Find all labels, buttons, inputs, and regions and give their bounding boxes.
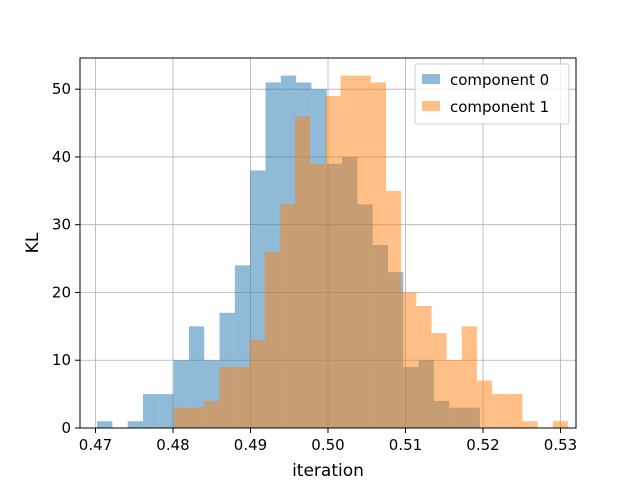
legend: component 0 component 1 bbox=[414, 63, 570, 125]
histogram-bar-component-1 bbox=[401, 292, 417, 428]
histogram-bar-component-1 bbox=[264, 251, 280, 428]
histogram-bar-component-1 bbox=[431, 333, 447, 428]
histogram-bar-component-1 bbox=[446, 360, 462, 428]
histogram-bar-component-1 bbox=[507, 394, 523, 428]
histogram-bar-component-1 bbox=[340, 75, 356, 428]
x-tick-label: 0.51 bbox=[389, 436, 422, 454]
x-axis-label: iteration bbox=[292, 461, 364, 480]
x-axis-ticks: 0.47 0.48 0.49 0.50 0.51 0.52 0.53 bbox=[79, 428, 577, 454]
bars bbox=[97, 75, 568, 429]
histogram-bar-component-1 bbox=[325, 95, 341, 428]
y-axis-label: KL bbox=[23, 232, 43, 253]
x-tick-label: 0.48 bbox=[156, 436, 189, 454]
legend-swatch-component-1 bbox=[422, 101, 440, 111]
legend-label-component-0: component 0 bbox=[450, 71, 549, 89]
x-tick-label: 0.49 bbox=[234, 436, 267, 454]
histogram-bar-component-1 bbox=[386, 190, 402, 428]
legend-box bbox=[414, 63, 570, 125]
histogram-bar-component-1 bbox=[234, 367, 250, 428]
y-axis-ticks: 0 10 20 30 40 50 bbox=[52, 80, 80, 437]
histogram-bar-component-1 bbox=[188, 407, 205, 428]
x-tick-label: 0.47 bbox=[79, 436, 112, 454]
histogram-bar-component-1 bbox=[173, 407, 189, 428]
histogram-bar-component-0 bbox=[158, 394, 174, 428]
x-tick-label: 0.52 bbox=[466, 436, 499, 454]
histogram-bar-component-0 bbox=[97, 421, 113, 428]
histogram-bar-component-1 bbox=[295, 116, 311, 429]
histogram-bar-component-1 bbox=[492, 394, 508, 428]
y-tick-label: 40 bbox=[52, 148, 71, 166]
histogram-bar-component-1 bbox=[310, 163, 326, 428]
histogram-bar-component-1 bbox=[249, 339, 265, 428]
histogram-bar-component-1 bbox=[370, 82, 387, 429]
histogram-bar-component-1 bbox=[552, 421, 568, 428]
histogram-bar-component-0 bbox=[142, 394, 159, 428]
y-tick-label: 0 bbox=[61, 419, 71, 437]
x-tick-label: 0.53 bbox=[544, 436, 577, 454]
y-tick-label: 20 bbox=[52, 283, 71, 301]
histogram-bar-component-1 bbox=[461, 326, 477, 428]
histogram-bar-component-1 bbox=[416, 306, 432, 428]
histogram-bar-component-1 bbox=[279, 204, 296, 428]
histogram-bar-component-1 bbox=[204, 400, 220, 428]
histogram-bar-component-0 bbox=[188, 326, 205, 428]
legend-label-component-1: component 1 bbox=[450, 98, 549, 116]
histogram-bar-component-1 bbox=[219, 367, 235, 428]
legend-swatch-component-0 bbox=[422, 74, 440, 84]
x-tick-label: 0.50 bbox=[311, 436, 344, 454]
histogram-bar-component-1 bbox=[355, 75, 371, 428]
histogram-bar-component-0 bbox=[127, 421, 143, 428]
histogram-bar-component-1 bbox=[522, 421, 538, 428]
y-tick-label: 10 bbox=[52, 351, 71, 369]
y-tick-label: 50 bbox=[52, 80, 71, 98]
y-tick-label: 30 bbox=[52, 216, 71, 234]
histogram-bar-component-1 bbox=[476, 380, 493, 428]
